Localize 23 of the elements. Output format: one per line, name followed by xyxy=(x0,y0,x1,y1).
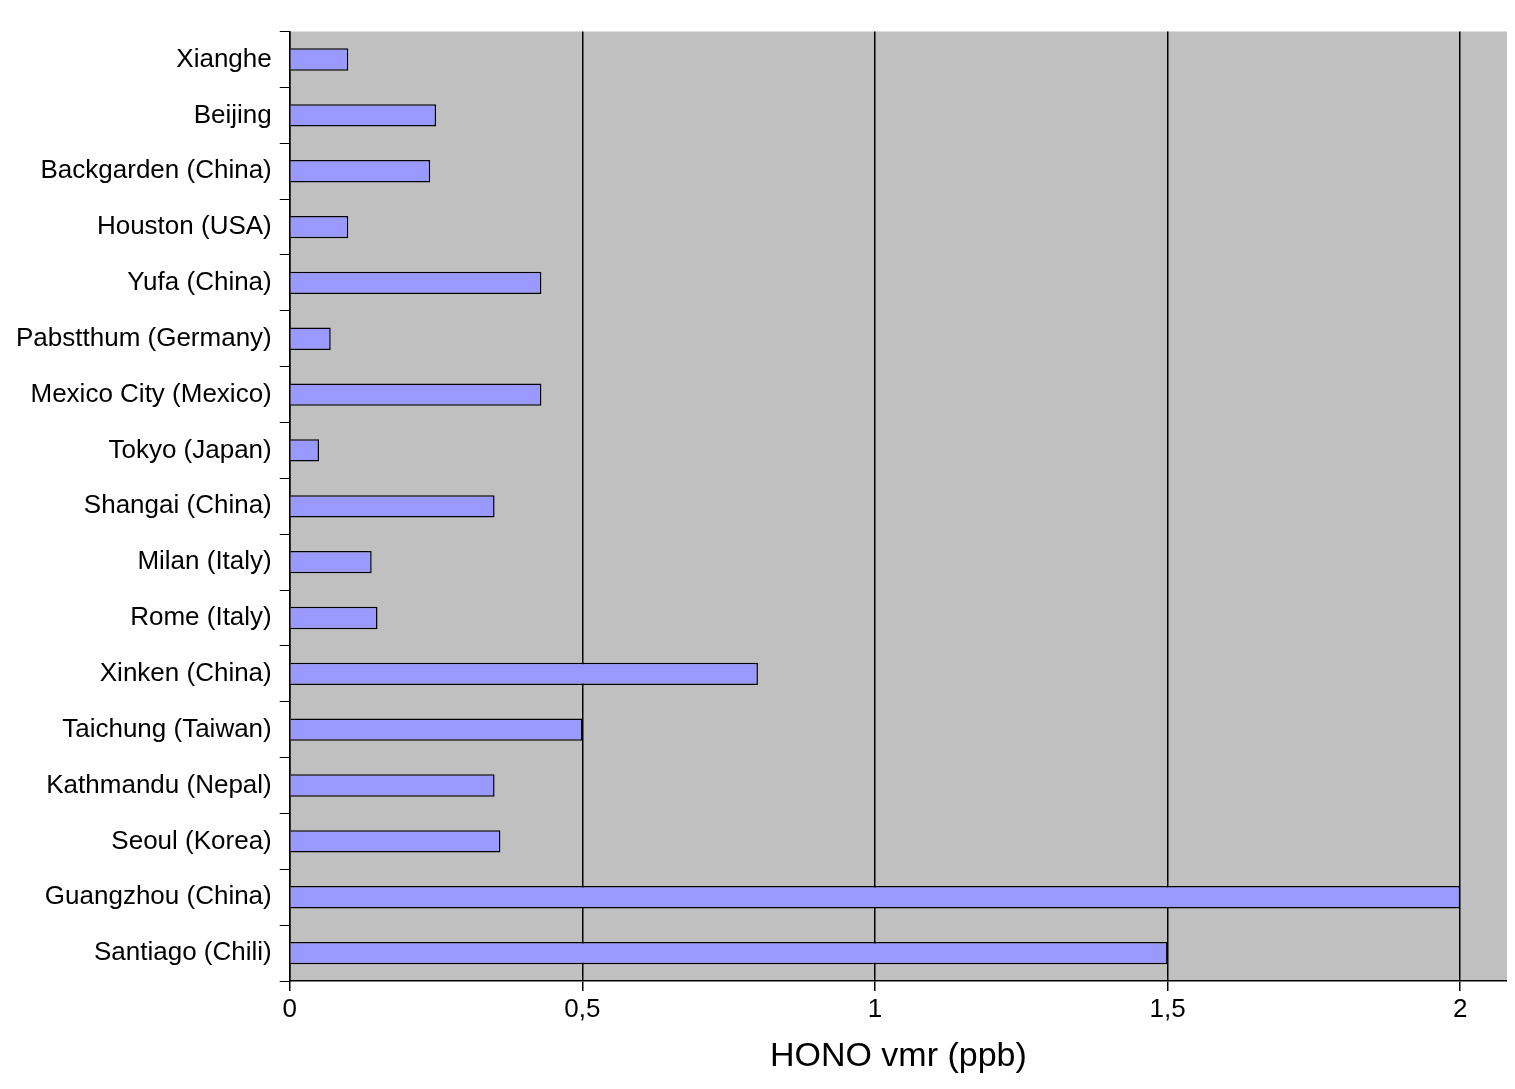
y-tick-label: Shangai (China) xyxy=(83,489,272,520)
y-tick-label: Seoul (Korea) xyxy=(111,824,272,855)
x-tick-label: 0 xyxy=(282,992,297,1023)
y-tick-label: Xinken (China) xyxy=(99,657,272,688)
x-tick-label: 1,5 xyxy=(1149,992,1186,1023)
y-tick-label: Houston (USA) xyxy=(96,210,272,241)
y-tick-label: Yufa (China) xyxy=(127,266,272,297)
y-tick-label: Guangzhou (China) xyxy=(44,880,272,911)
y-tick-label: Santiago (Chili) xyxy=(94,936,272,967)
y-tick-label: Pabstthum (Germany) xyxy=(16,321,272,352)
y-tick-label: Milan (Italy) xyxy=(137,545,272,576)
y-tick-label: Xianghe xyxy=(176,42,272,73)
y-tick-label: Rome (Italy) xyxy=(130,601,272,632)
y-tick-label: Tokyo (Japan) xyxy=(108,433,272,464)
y-tick-label: Kathmandu (Nepal) xyxy=(46,768,272,799)
y-tick-label: Backgarden (China) xyxy=(40,154,272,185)
x-tick-label: 0,5 xyxy=(564,992,601,1023)
x-tick-label: 2 xyxy=(1452,992,1468,1023)
y-tick-label: Beijing xyxy=(193,98,272,129)
x-tick-label: 1 xyxy=(867,992,883,1023)
y-tick-label: Mexico City (Mexico) xyxy=(30,377,272,408)
y-tick-label: Taichung (Taiwan) xyxy=(62,712,272,743)
x-axis-title: HONO vmr (ppb) xyxy=(769,1034,1027,1073)
